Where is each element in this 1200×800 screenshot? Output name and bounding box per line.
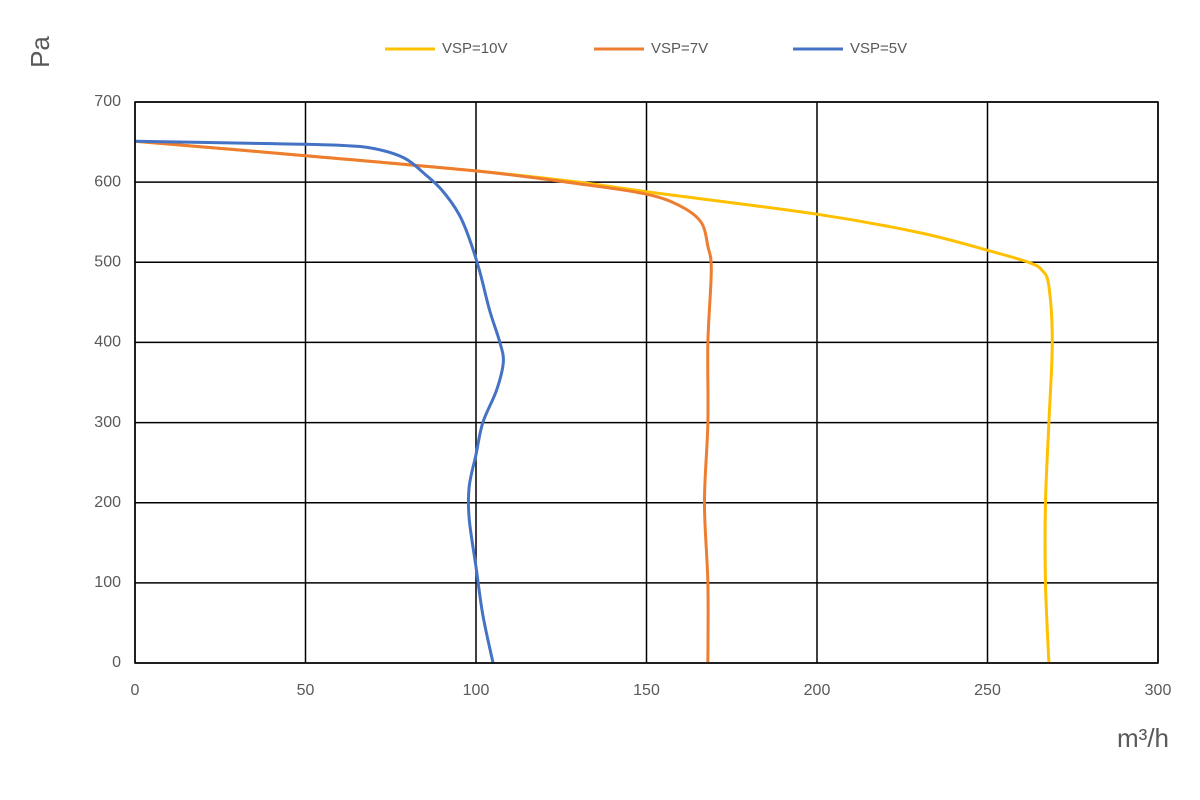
x-tick-label: 0 [131, 682, 140, 699]
y-axis-label: Pa [25, 36, 55, 68]
x-tick-label: 250 [974, 682, 1001, 699]
legend-label: VSP=7V [651, 40, 708, 57]
x-tick-label: 150 [633, 682, 660, 699]
y-tick-label: 400 [94, 334, 121, 351]
line-series [134, 139, 713, 664]
line-series [134, 139, 505, 664]
y-tick-label: 300 [94, 414, 121, 431]
x-tick-label: 50 [297, 682, 315, 699]
x-tick-label: 300 [1145, 682, 1172, 699]
x-tick-label: 100 [463, 682, 490, 699]
y-tick-label: 600 [94, 173, 121, 190]
y-tick-label: 500 [94, 254, 121, 271]
y-tick-label: 200 [94, 494, 121, 511]
x-axis-label: m³/h [1117, 723, 1169, 753]
legend-label: VSP=10V [442, 40, 507, 57]
y-tick-label: 700 [94, 93, 121, 110]
plot-border [134, 101, 1159, 664]
x-tick-label: 200 [804, 682, 831, 699]
y-tick-label: 100 [94, 574, 121, 591]
y-tick-label: 0 [112, 654, 121, 671]
legend-label: VSP=5V [850, 40, 907, 57]
line-series [134, 139, 1054, 664]
